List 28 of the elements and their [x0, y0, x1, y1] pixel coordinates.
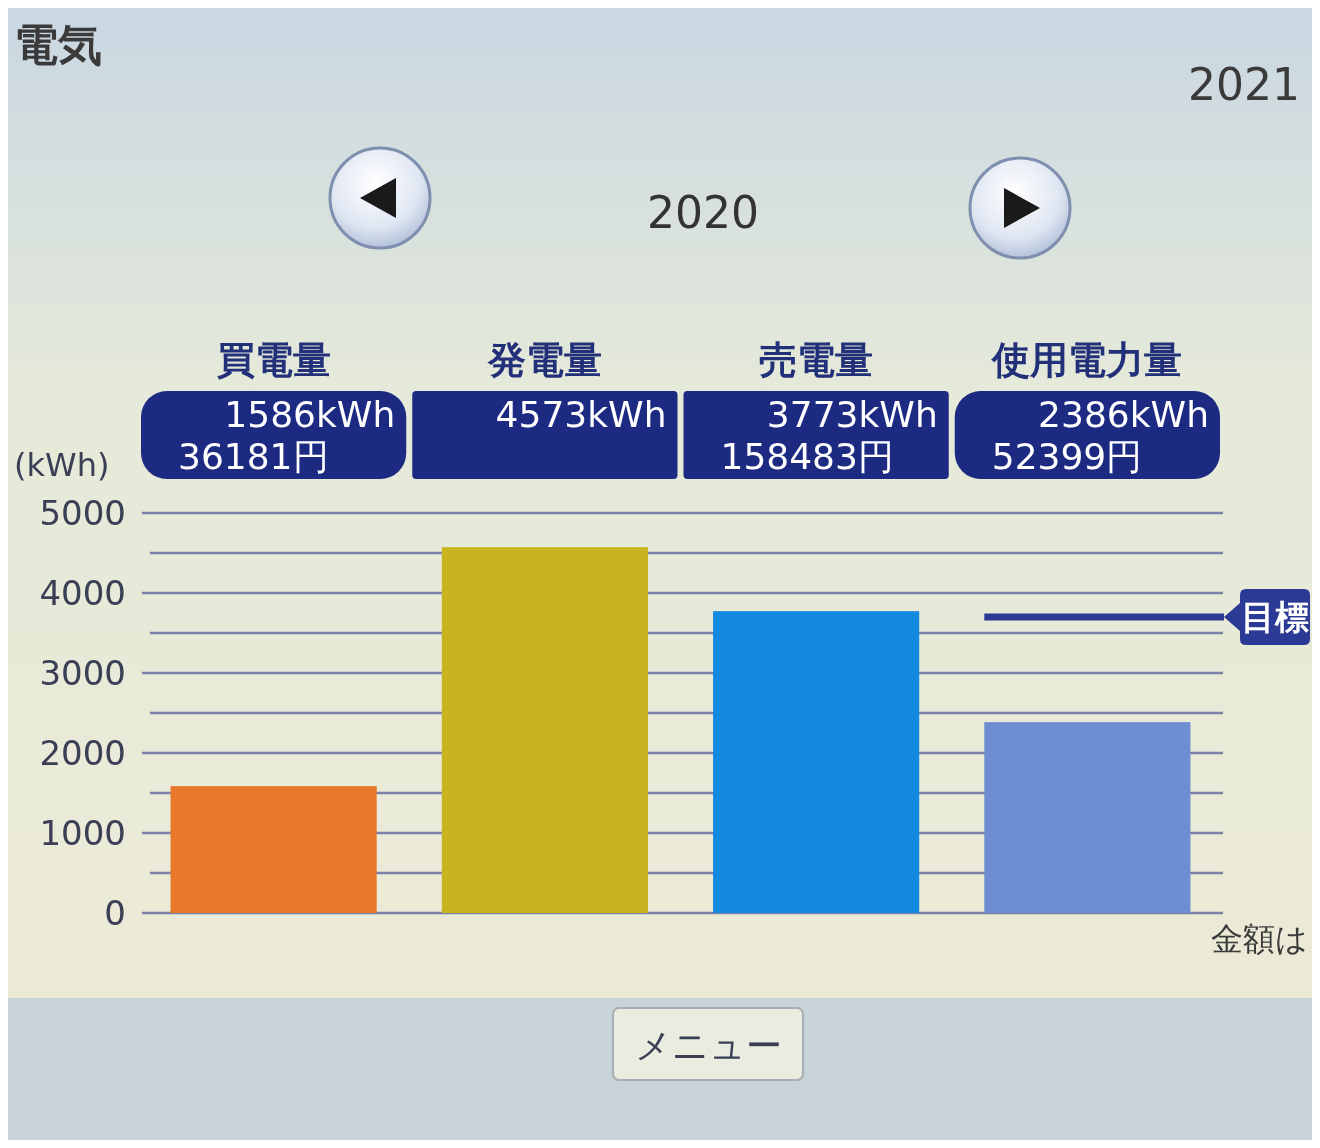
chart-subtitle: 2020 — [647, 187, 759, 238]
text: 2021 — [1188, 59, 1300, 110]
text: 金額は — [1211, 920, 1308, 958]
bar — [713, 611, 920, 913]
y-tick-label: 3000 — [39, 652, 126, 693]
bar — [441, 547, 648, 913]
y-tick-label: 0 — [104, 892, 126, 933]
data-label: 3773kWh — [766, 394, 938, 435]
y-tick-label: 4000 — [39, 572, 126, 613]
chart-title: 電気 — [14, 19, 102, 70]
data-label: 2386kWh — [1038, 394, 1209, 435]
y-tick-label: 2000 — [39, 732, 126, 773]
x-tick-label: 発電量 — [486, 338, 602, 382]
bar — [170, 786, 377, 913]
text: 158483円 — [720, 436, 894, 477]
bar — [984, 722, 1191, 913]
y-tick-label: 5000 — [39, 492, 126, 533]
text: メニュー — [634, 1025, 782, 1066]
x-tick-label: 使用電力量 — [990, 338, 1183, 382]
x-tick-label: 買電量 — [216, 338, 331, 382]
data-label: 4573kWh — [495, 394, 667, 435]
x-tick-label: 売電量 — [759, 338, 874, 382]
ref-line-label: 目標 — [1241, 597, 1309, 638]
y-tick-label: 1000 — [39, 812, 126, 853]
data-label: 1586kWh — [224, 394, 396, 435]
text: 52399円 — [991, 436, 1143, 477]
y-axis-title: (kWh) — [14, 446, 110, 484]
text: 36181円 — [178, 436, 329, 477]
